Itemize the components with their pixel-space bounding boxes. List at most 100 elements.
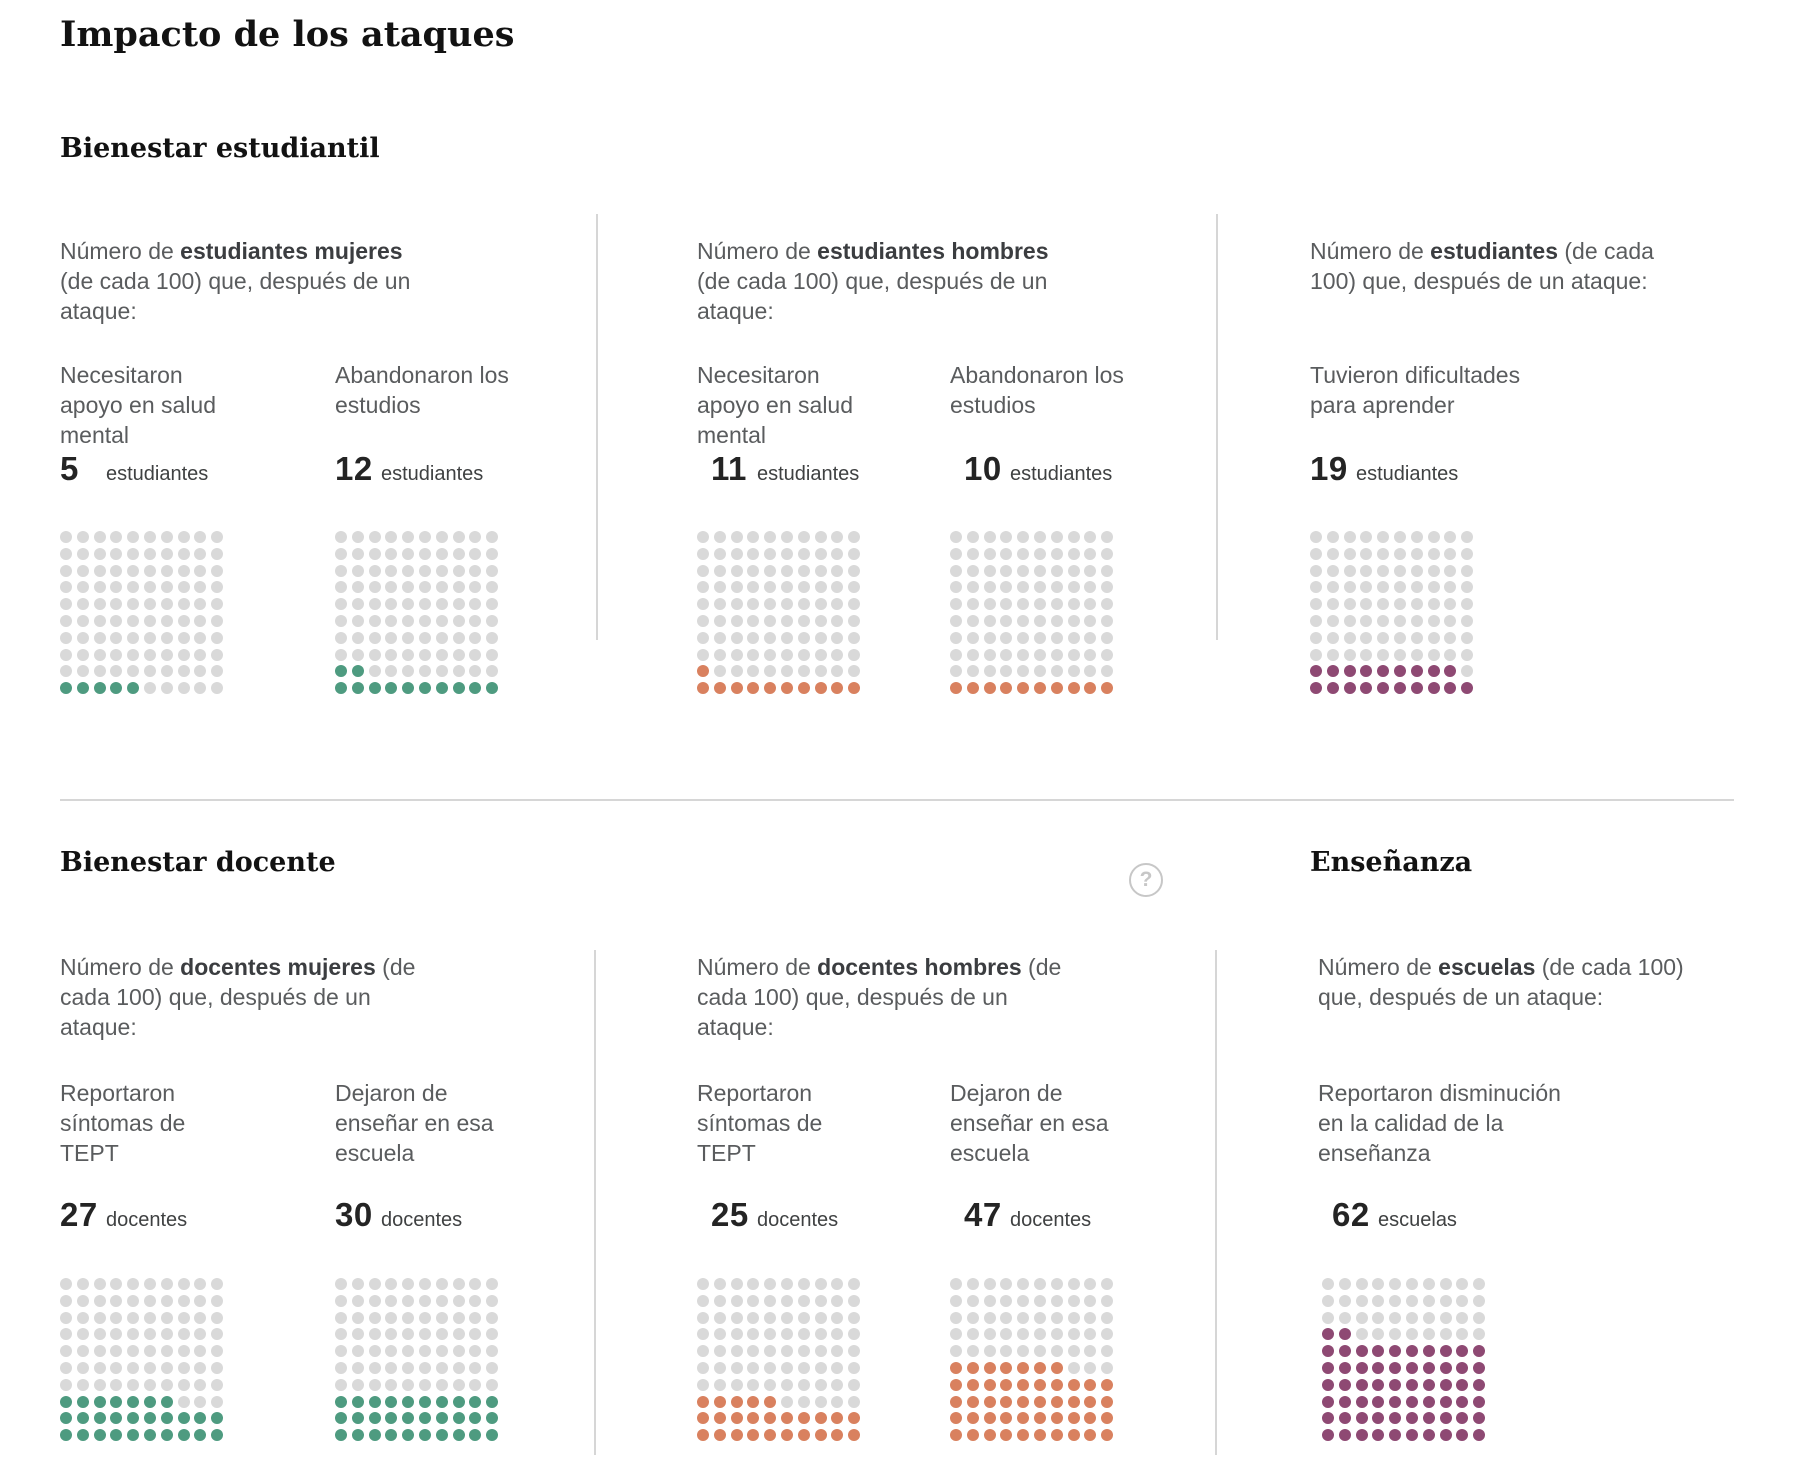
empty-dot: [469, 614, 482, 627]
filled-dot: [797, 1429, 810, 1442]
empty-dot: [1393, 631, 1406, 644]
column-divider: [1216, 214, 1218, 640]
empty-dot: [1067, 581, 1080, 594]
empty-dot: [127, 1361, 140, 1374]
filled-dot: [1473, 1429, 1486, 1442]
empty-dot: [110, 614, 123, 627]
filled-dot: [1050, 1361, 1063, 1374]
waffle-students-female-mental-health: [60, 531, 224, 695]
empty-dot: [160, 1278, 173, 1290]
empty-dot: [747, 665, 760, 678]
empty-dot: [435, 564, 448, 577]
empty-dot: [143, 631, 156, 644]
empty-dot: [1326, 631, 1339, 644]
empty-dot: [469, 1345, 482, 1358]
empty-dot: [368, 598, 381, 611]
empty-dot: [764, 1378, 777, 1391]
filled-dot: [1439, 1378, 1452, 1391]
filled-dot: [1456, 1395, 1469, 1408]
empty-dot: [143, 598, 156, 611]
empty-dot: [1405, 1278, 1418, 1290]
empty-dot: [93, 1294, 106, 1307]
empty-dot: [418, 598, 431, 611]
filled-dot: [1101, 1429, 1114, 1442]
empty-dot: [76, 665, 89, 678]
waffle-schools-quality: [1322, 1278, 1486, 1442]
filled-dot: [950, 1378, 962, 1391]
empty-dot: [950, 547, 962, 560]
empty-dot: [435, 1361, 448, 1374]
empty-dot: [143, 1278, 156, 1290]
filled-dot: [1067, 1378, 1080, 1391]
empty-dot: [351, 1361, 364, 1374]
empty-dot: [1444, 547, 1457, 560]
filled-dot: [814, 682, 827, 695]
filled-dot: [1372, 1395, 1385, 1408]
filled-dot: [1033, 1429, 1046, 1442]
chart-value-row: 19 estudiantes: [1310, 450, 1458, 488]
empty-dot: [385, 1361, 398, 1374]
empty-dot: [1439, 1278, 1452, 1290]
empty-dot: [486, 1361, 499, 1374]
empty-dot: [797, 665, 810, 678]
empty-dot: [194, 1278, 207, 1290]
filled-dot: [1322, 1328, 1334, 1341]
empty-dot: [697, 581, 709, 594]
question-mark-icon[interactable]: ?: [1129, 863, 1163, 897]
filled-dot: [486, 1412, 499, 1425]
empty-dot: [1389, 1278, 1402, 1290]
filled-dot: [402, 1429, 415, 1442]
filled-dot: [713, 1429, 726, 1442]
empty-dot: [211, 547, 224, 560]
filled-dot: [469, 682, 482, 695]
empty-dot: [1033, 547, 1046, 560]
empty-dot: [93, 1378, 106, 1391]
empty-dot: [697, 1278, 709, 1290]
empty-dot: [1050, 531, 1063, 543]
empty-dot: [1422, 1328, 1435, 1341]
filled-dot: [697, 682, 709, 695]
filled-dot: [127, 1412, 140, 1425]
empty-dot: [177, 665, 190, 678]
filled-dot: [1444, 682, 1457, 695]
empty-dot: [966, 1294, 979, 1307]
empty-dot: [368, 631, 381, 644]
empty-dot: [368, 614, 381, 627]
empty-dot: [831, 648, 844, 661]
empty-dot: [452, 1378, 465, 1391]
empty-dot: [966, 1328, 979, 1341]
filled-dot: [93, 1429, 106, 1442]
filled-dot: [1000, 1429, 1013, 1442]
empty-dot: [983, 564, 996, 577]
empty-dot: [797, 547, 810, 560]
empty-dot: [211, 581, 224, 594]
empty-dot: [177, 631, 190, 644]
empty-dot: [730, 648, 743, 661]
filled-dot: [160, 1412, 173, 1425]
empty-dot: [780, 631, 793, 644]
empty-dot: [1310, 531, 1322, 543]
filled-dot: [1410, 682, 1423, 695]
empty-dot: [780, 1311, 793, 1324]
empty-dot: [764, 581, 777, 594]
empty-dot: [1101, 547, 1114, 560]
filled-dot: [1439, 1395, 1452, 1408]
empty-dot: [402, 1345, 415, 1358]
empty-dot: [194, 1311, 207, 1324]
empty-dot: [402, 631, 415, 644]
empty-dot: [1338, 1294, 1351, 1307]
empty-dot: [486, 1345, 499, 1358]
filled-dot: [486, 1429, 499, 1442]
empty-dot: [764, 1311, 777, 1324]
empty-dot: [486, 598, 499, 611]
filled-dot: [1473, 1412, 1486, 1425]
empty-dot: [697, 598, 709, 611]
filled-dot: [1377, 665, 1390, 678]
empty-dot: [335, 1345, 347, 1358]
value-unit: docentes: [381, 1209, 463, 1231]
empty-dot: [966, 631, 979, 644]
empty-dot: [764, 648, 777, 661]
section-heading-students: Bienestar estudiantil: [60, 133, 380, 164]
filled-dot: [730, 682, 743, 695]
empty-dot: [1101, 665, 1114, 678]
